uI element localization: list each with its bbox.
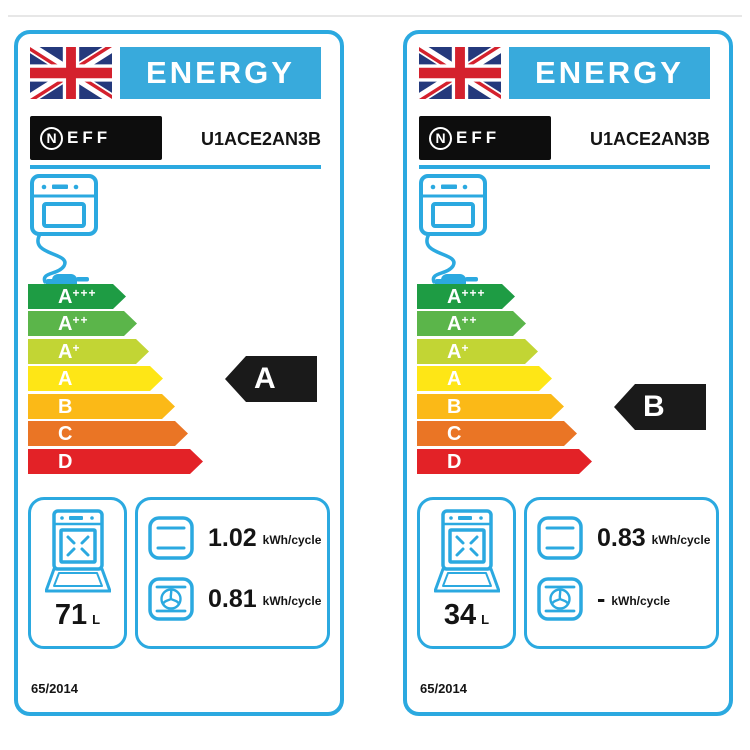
rating-letter: B <box>643 390 665 423</box>
oven-plug-icon <box>415 172 515 300</box>
scale-bar: D <box>417 449 592 474</box>
scale-bar-label: A+ <box>447 340 470 363</box>
brand-logo: N EFF <box>419 116 551 160</box>
consumption-box: 1.02 kWh/cycle 0.81 kWh/cycle <box>135 497 330 649</box>
scale-bar: A++ <box>417 311 526 336</box>
scale-bar-label: A++ <box>58 312 89 335</box>
scale-bar-label: C <box>447 422 462 445</box>
rating-arrow: A <box>225 356 317 402</box>
energy-title: ENERGY <box>535 55 684 90</box>
brand-logo-text: EFF <box>456 128 501 147</box>
brand-logo-n-icon: N <box>40 126 63 150</box>
scale-bar: A <box>417 366 552 391</box>
fan-row: - kWh/cycle <box>536 576 670 622</box>
uk-flag-icon <box>419 47 501 99</box>
cavity-box: 34 L <box>417 497 516 649</box>
scale-bar-label: B <box>58 395 73 418</box>
energy-label-left: ENERGY N EFF U1ACE2AN3B A+++ A++ A+ A B … <box>14 30 344 716</box>
cavity-box: 71 L <box>28 497 127 649</box>
conventional-unit: kWh/cycle <box>262 533 322 547</box>
scale-bar: A <box>28 366 163 391</box>
scale-bar-label: A+++ <box>58 285 97 308</box>
fan-unit: kWh/cycle <box>262 594 322 608</box>
regulation-reference: 65/2014 <box>420 681 467 696</box>
conventional-value: 0.83 <box>597 523 646 552</box>
scale-bar: B <box>28 394 175 419</box>
capacity-row: 71 L <box>55 599 100 632</box>
brand-logo: N EFF <box>30 116 162 160</box>
scale-bar: B <box>417 394 564 419</box>
oven-cavity-icon <box>433 509 500 593</box>
energy-label-right: ENERGY N EFF U1ACE2AN3B A+++ A++ A+ A B … <box>403 30 733 716</box>
conventional-heating-icon <box>537 516 583 560</box>
oven-plug-icon <box>26 172 126 300</box>
brand-logo-n-icon: N <box>429 126 452 150</box>
scale-bar: C <box>28 421 188 446</box>
fan-forced-icon <box>148 577 194 621</box>
fan-value: 0.81 <box>208 584 257 613</box>
header-divider <box>30 165 321 169</box>
model-number: U1ACE2AN3B <box>589 129 710 149</box>
capacity-row: 34 L <box>444 599 489 632</box>
energy-band: ENERGY <box>509 47 710 99</box>
scale-bar: A+ <box>28 339 149 364</box>
energy-title: ENERGY <box>146 55 295 90</box>
scale-bar-label: A+ <box>58 340 81 363</box>
rating-arrow: B <box>614 384 706 430</box>
model-number: U1ACE2AN3B <box>200 129 321 149</box>
conventional-row: 1.02 kWh/cycle <box>147 515 321 561</box>
conventional-value: 1.02 <box>208 523 257 552</box>
scale-bar-label: A <box>58 367 73 390</box>
capacity-value: 34 <box>443 599 477 631</box>
scale-bar-label: D <box>447 450 462 473</box>
capacity-unit: L <box>481 612 490 627</box>
conventional-unit: kWh/cycle <box>651 533 711 547</box>
scale-bar-label: A+++ <box>447 285 486 308</box>
scale-bar: D <box>28 449 203 474</box>
fan-value: - <box>597 584 606 613</box>
conventional-row: 0.83 kWh/cycle <box>536 515 710 561</box>
scale-bar-label: A <box>447 367 462 390</box>
energy-band: ENERGY <box>120 47 321 99</box>
scale-bar: A+ <box>417 339 538 364</box>
oven-cavity-icon <box>44 509 111 593</box>
scale-bar: A+++ <box>417 284 515 309</box>
scale-bar-label: B <box>447 395 462 418</box>
brand-logo-text: EFF <box>67 128 112 147</box>
scale-bar: C <box>417 421 577 446</box>
scale-bar: A++ <box>28 311 137 336</box>
regulation-reference: 65/2014 <box>31 681 78 696</box>
page-divider-line <box>8 15 742 17</box>
fan-row: 0.81 kWh/cycle <box>147 576 321 622</box>
uk-flag-icon <box>30 47 112 99</box>
scale-bar: A+++ <box>28 284 126 309</box>
rating-letter: A <box>254 362 276 395</box>
capacity-value: 71 <box>54 599 88 631</box>
scale-bar-label: C <box>58 422 73 445</box>
conventional-heating-icon <box>148 516 194 560</box>
fan-unit: kWh/cycle <box>611 594 671 608</box>
capacity-unit: L <box>92 612 101 627</box>
scale-bar-label: D <box>58 450 73 473</box>
header-divider <box>419 165 710 169</box>
consumption-box: 0.83 kWh/cycle - kWh/cycle <box>524 497 719 649</box>
scale-bar-label: A++ <box>447 312 478 335</box>
fan-forced-icon <box>537 577 583 621</box>
